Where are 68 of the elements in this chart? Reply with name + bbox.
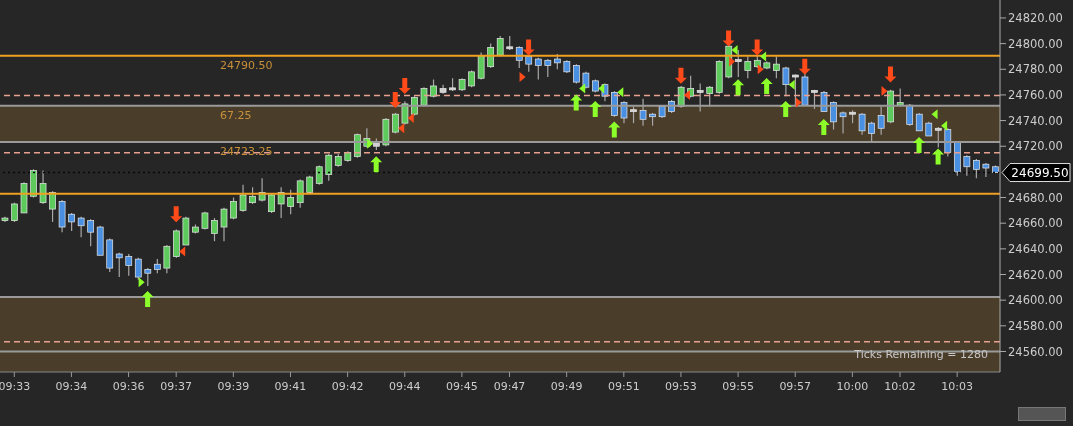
- y-tick-label: 24740.00: [1008, 113, 1063, 128]
- candlestick: [944, 127, 952, 158]
- x-tick-label: 09:33: [0, 380, 31, 393]
- candlestick: [706, 85, 714, 108]
- y-tick-label: 24780.00: [1008, 62, 1063, 77]
- x-tick-label: 09:57: [779, 380, 812, 393]
- y-tick-label: 24620.00: [1008, 267, 1063, 282]
- candlestick: [677, 85, 685, 109]
- x-tick-label: 09:45: [446, 380, 478, 393]
- candlestick: [639, 98, 647, 127]
- x-tick-label: 09:51: [607, 380, 640, 393]
- candlestick: [125, 253, 133, 277]
- candlestick: [287, 189, 295, 215]
- candlestick: [315, 164, 323, 186]
- candlestick: [115, 252, 123, 278]
- candlestick: [734, 49, 742, 78]
- candlestick: [877, 105, 885, 136]
- y-tick-label: 24580.00: [1008, 318, 1063, 333]
- candlestick: [696, 82, 704, 113]
- y-tick-label: 24820.00: [1008, 11, 1063, 26]
- ref-line-label: 24723.25: [220, 145, 273, 159]
- candlestick: [220, 207, 228, 242]
- x-tick-label: 09:55: [722, 380, 754, 393]
- y-tick-label: 24560.00: [1008, 344, 1063, 359]
- y-tick-label: 24680.00: [1008, 190, 1063, 205]
- x-tick-label: 10:00: [836, 380, 869, 393]
- x-tick-label: 09:39: [217, 380, 250, 393]
- annotation: Ticks Remaining = 1280: [853, 348, 988, 361]
- x-tick-label: 10:02: [884, 380, 916, 393]
- x-tick-label: 09:49: [550, 380, 583, 393]
- candlestick: [782, 66, 790, 97]
- candlestick: [239, 184, 247, 213]
- candlestick: [982, 162, 990, 178]
- x-tick-label: 09:34: [55, 380, 88, 393]
- x-tick-label: 09:53: [665, 380, 697, 393]
- y-tick-label: 24660.00: [1008, 216, 1063, 231]
- candlestick: [963, 154, 971, 177]
- y-tick-label: 24760.00: [1008, 88, 1063, 103]
- y-tick-label: 24800.00: [1008, 36, 1063, 51]
- candlestick: [487, 43, 495, 69]
- candlestick: [611, 90, 618, 118]
- candlestick: [906, 103, 914, 127]
- x-tick-label: 09:44: [388, 380, 421, 393]
- candlestick: [744, 55, 752, 79]
- candlestick: [973, 158, 980, 179]
- candlestick: [792, 73, 799, 108]
- band-label: 67.25: [220, 108, 252, 122]
- candlestick: [39, 170, 47, 205]
- y-tick-label: 24600.00: [1008, 293, 1063, 308]
- candlestick: [49, 190, 56, 223]
- candlestick: [477, 51, 485, 81]
- candlestick: [325, 153, 333, 182]
- x-tick-label: 09:36: [112, 380, 145, 393]
- candlestick: [773, 55, 780, 79]
- candlestick: [163, 244, 171, 274]
- candlestick: [858, 112, 866, 136]
- y-tick-label: 24720.00: [1008, 139, 1063, 154]
- candlestick: [934, 126, 942, 149]
- x-tick-label: 09:47: [493, 380, 526, 393]
- x-tick-label: 10:03: [941, 380, 973, 393]
- x-tick-label: 09:41: [274, 380, 307, 393]
- y-tick-label: 24640.00: [1008, 241, 1063, 256]
- candlestick: [87, 218, 95, 247]
- ref-line-label: 24790.50: [220, 58, 273, 72]
- x-tick-label: 09:37: [160, 380, 193, 393]
- x-tick-label: 09:42: [331, 380, 364, 393]
- candlestick: [211, 217, 218, 242]
- ref-line-label: 24699.50: [1011, 165, 1069, 180]
